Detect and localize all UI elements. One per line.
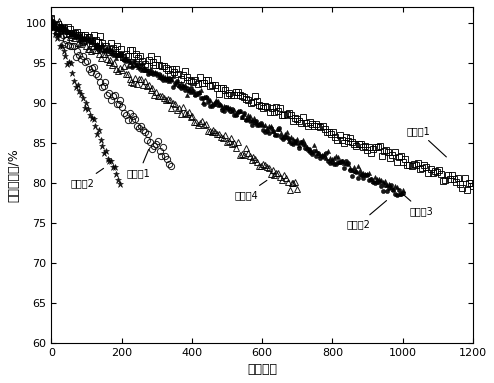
Text: 实施例3: 实施例3	[401, 193, 434, 216]
Y-axis label: 容量保持率/%: 容量保持率/%	[7, 148, 20, 202]
Text: 对比例2: 对比例2	[71, 169, 104, 188]
X-axis label: 循环周次: 循环周次	[247, 363, 277, 376]
Text: 对比例1: 对比例1	[127, 149, 151, 178]
Text: 实施例4: 实施例4	[234, 180, 267, 200]
Text: 实施例1: 实施例1	[406, 126, 447, 157]
Text: 实施例2: 实施例2	[346, 201, 386, 229]
